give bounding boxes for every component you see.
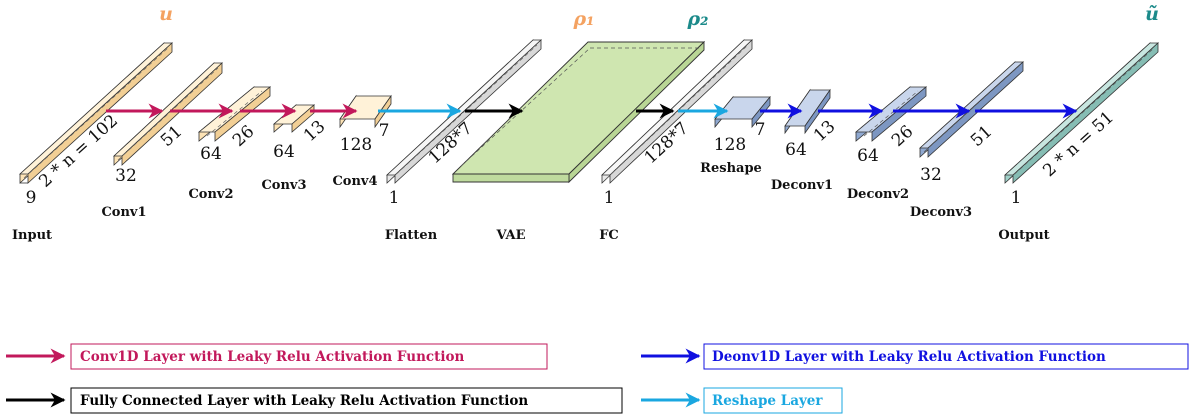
legend-text-conv: Conv1D Layer with Leaky Relu Activation … — [80, 349, 464, 365]
legend-text-deconv: Deonv1D Layer with Leaky Relu Activation… — [712, 349, 1106, 365]
label-u: u — [159, 3, 173, 25]
layer-name-reshape: Reshape — [700, 161, 762, 176]
legend-item-conv: Conv1D Layer with Leaky Relu Activation … — [6, 343, 548, 370]
legend-item-dense: Fully Connected Layer with Leaky Relu Ac… — [6, 387, 623, 414]
deconv1-channels-label: 64 — [785, 140, 807, 160]
layer-name-conv1: Conv1 — [101, 205, 146, 220]
conv2-channels-label: 64 — [200, 144, 222, 164]
legend-item-reshape: Reshape Layer — [641, 387, 843, 414]
legend-text-reshape: Reshape Layer — [712, 393, 823, 409]
legend-box-conv — [70, 343, 548, 370]
conv1-channels-label: 32 — [115, 166, 137, 186]
layer-name-conv4: Conv4 — [332, 174, 377, 189]
label-rho1: ρ₁ — [573, 8, 595, 30]
legend-item-deconv: Deonv1D Layer with Leaky Relu Activation… — [641, 343, 1189, 370]
conv3-channels-label: 64 — [273, 142, 295, 162]
layer-name-fc: FC — [599, 228, 619, 243]
layer-name-deconv2: Deconv2 — [847, 187, 909, 202]
fc-width-label: 1 — [604, 188, 615, 208]
input-block — [18, 42, 174, 184]
conv4-length-label: 7 — [379, 121, 390, 141]
label-rho2: ρ₂ — [687, 8, 709, 30]
flatten-width-label: 1 — [389, 188, 400, 208]
legend-box-reshape — [703, 387, 843, 414]
output-block — [1003, 42, 1160, 184]
legend-box-dense — [70, 387, 623, 414]
legend: Conv1D Layer with Leaky Relu Activation … — [6, 343, 1189, 414]
input-width-label: 9 — [26, 188, 37, 208]
deconv3-channels-label: 32 — [920, 165, 942, 185]
layer-name-deconv3: Deconv3 — [910, 205, 972, 220]
layer-name-conv2: Conv2 — [188, 187, 233, 202]
conv4-channels-label: 128 — [340, 135, 372, 155]
deconv3-length-label: 51 — [967, 122, 996, 151]
conv1-block — [112, 62, 224, 166]
reshape-length-label: 7 — [755, 120, 766, 140]
output-width-label: 1 — [1011, 188, 1022, 208]
layer-name-deconv1: Deconv1 — [771, 178, 833, 193]
deconv2-length-label: 26 — [888, 122, 917, 151]
deconv2-channels-label: 64 — [857, 146, 879, 166]
label-u-tilde: ũ — [1145, 3, 1159, 25]
deconv1-length-label: 13 — [810, 117, 839, 146]
legend-box-deconv — [703, 343, 1189, 370]
layer-name-conv3: Conv3 — [261, 178, 306, 193]
layer-name-input: Input — [12, 228, 52, 243]
reshape-channels-label: 128 — [714, 135, 746, 155]
layer-name-vae: VAE — [495, 228, 525, 243]
layer-name-flatten: Flatten — [385, 228, 438, 243]
legend-text-dense: Fully Connected Layer with Leaky Relu Ac… — [80, 393, 528, 409]
layer-name-output: Output — [998, 228, 1049, 243]
